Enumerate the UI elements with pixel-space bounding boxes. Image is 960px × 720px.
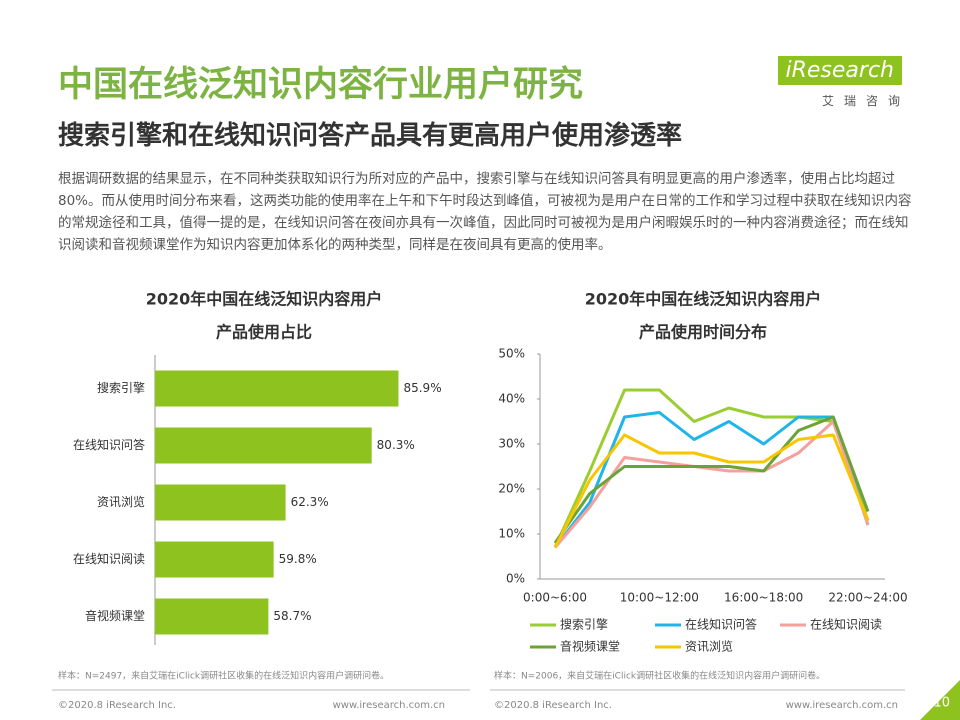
note: 样本：N=2497，来自艾瑞在iClick调研社区收集的在线泛知识内容用户调研问… [58, 670, 389, 682]
value-label: 58.7% [273, 609, 311, 623]
y-tick-label: 10% [498, 527, 525, 541]
bar [155, 370, 399, 407]
website: www.iresearch.com.cn [333, 700, 445, 711]
page-number: 10 [933, 696, 950, 711]
line-series [553, 433, 870, 549]
note: 样本：N=2006，来自艾瑞在iClick调研社区收集的在线泛知识内容用户调研问… [494, 670, 825, 682]
copyright: ©2020.8 iResearch Inc. [494, 700, 612, 711]
bar [155, 427, 372, 464]
chart-title: 2020年中国在线泛知识内容用户 [585, 290, 822, 309]
legend-label: 资讯浏览 [685, 639, 733, 654]
y-tick-label: 音视频课堂 [85, 608, 145, 623]
value-label: 85.9% [403, 381, 441, 395]
x-tick-label: 16:00~18:00 [724, 591, 803, 605]
y-tick-label: 资讯浏览 [97, 494, 145, 509]
legend-label: 在线知识问答 [685, 617, 757, 632]
value-label: 59.8% [279, 552, 317, 566]
y-tick-label: 40% [498, 392, 525, 406]
y-tick-label: 在线知识问答 [73, 437, 145, 452]
y-tick-label: 0% [506, 572, 525, 586]
value-label: 62.3% [291, 495, 329, 509]
logo: iResearch [777, 56, 902, 85]
chart-title: 2020年中国在线泛知识内容用户 [146, 290, 383, 309]
bar [155, 598, 269, 635]
value-label: 80.3% [377, 438, 415, 452]
y-tick-label: 20% [498, 482, 525, 496]
chart-title: 产品使用占比 [216, 323, 312, 342]
y-tick-label: 30% [498, 437, 525, 451]
bar [155, 541, 274, 578]
copyright: ©2020.8 iResearch Inc. [58, 700, 176, 711]
y-tick-label: 在线知识阅读 [73, 552, 145, 566]
bar [155, 484, 286, 521]
y-tick-label: 50% [498, 347, 525, 361]
y-tick-label: 搜索引擎 [97, 380, 145, 395]
x-tick-label: 0:00~6:00 [523, 591, 587, 605]
legend-label: 在线知识阅读 [810, 618, 882, 632]
line-series [553, 415, 870, 544]
corner-deco [920, 680, 960, 720]
x-tick-label: 10:00~12:00 [620, 591, 699, 605]
chart-title: 产品使用时间分布 [639, 323, 767, 342]
page-subtitle: 搜索引擎和在线知识问答产品具有更高用户使用渗透率 [58, 121, 683, 151]
line-series [553, 388, 870, 549]
body-text: 根据调研数据的结果显示，在不同种类获取知识行为所对应的产品中，搜索引擎与在线知识… [58, 171, 912, 253]
logo-caption: 艾瑞咨询 [821, 94, 910, 108]
website: www.iresearch.com.cn [786, 700, 898, 711]
x-tick-label: 22:00~24:00 [828, 591, 907, 605]
legend-label: 音视频课堂 [560, 639, 620, 654]
page-title: 中国在线泛知识内容行业用户研究 [58, 65, 584, 105]
legend-label: 搜索引擎 [560, 617, 608, 632]
